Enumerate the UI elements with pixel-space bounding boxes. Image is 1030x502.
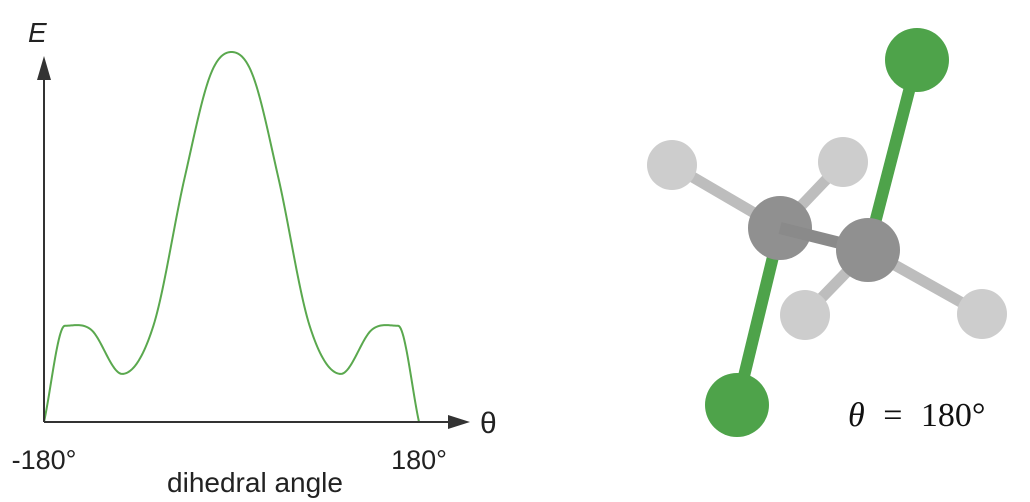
hydrogen-atom-top [818, 137, 868, 187]
hydrogen-atom-bottom [780, 290, 830, 340]
x-tick-label-max: 180° [391, 445, 447, 475]
y-axis-arrowhead [37, 56, 51, 80]
hydrogen-atom-left [647, 140, 697, 190]
x-axis-symbol: θ [480, 407, 497, 440]
angle-symbol: θ [848, 397, 865, 434]
angle-equals: = [883, 397, 902, 434]
x-axis-label: dihedral angle [167, 467, 343, 498]
substituent-atom-top [885, 28, 949, 92]
energy-curve [43, 50, 420, 423]
dihedral-angle-label: θ = 180° [848, 397, 986, 434]
molecule-model [647, 28, 1007, 437]
angle-value: 180° [921, 397, 986, 434]
bond-substituent-upper [862, 58, 923, 252]
energy-plot: E θ -180° 180° dihedral angle [12, 17, 497, 498]
y-axis-label: E [28, 17, 47, 48]
hydrogen-atom-right [957, 289, 1007, 339]
x-tick-label-min: -180° [12, 445, 77, 475]
x-axis-arrowhead [448, 415, 470, 429]
substituent-atom-bottom [705, 373, 769, 437]
carbon-atom-front [836, 218, 900, 282]
